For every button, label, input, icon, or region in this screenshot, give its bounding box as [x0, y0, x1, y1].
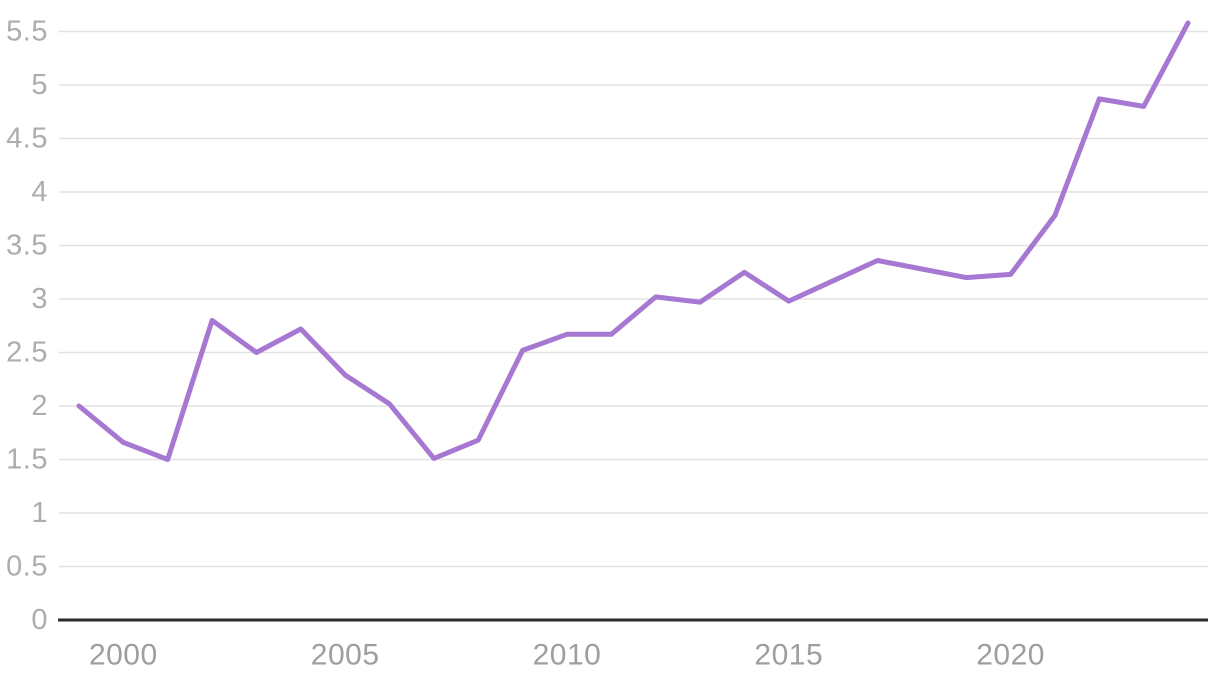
y-axis-labels-group: 0 0.5 1 1.5 2 2.5 3 3.5 4 4.5 5 5.5	[6, 16, 48, 637]
x-tick-label: 2000	[89, 639, 158, 672]
y-tick-label: 1	[31, 497, 48, 529]
data-line-series-1	[76, 20, 1191, 462]
y-tick-label: 2	[31, 390, 48, 422]
x-tick-label: 2020	[976, 639, 1045, 672]
gridlines-group	[58, 30, 1208, 622]
x-tick-label: 2015	[754, 639, 823, 672]
y-tick-label: 1.5	[6, 444, 48, 476]
y-tick-label: 0	[31, 604, 48, 636]
x-tick-label: 2005	[311, 639, 380, 672]
y-tick-label: 4.5	[6, 123, 48, 155]
y-tick-label: 5	[31, 69, 48, 101]
y-tick-label: 5.5	[6, 16, 48, 48]
y-tick-label: 0.5	[6, 551, 48, 583]
x-axis-labels-group: 2000 2005 2010 2015 2020	[89, 639, 1045, 672]
y-tick-label: 4	[31, 176, 48, 208]
series-group	[76, 20, 1191, 462]
y-tick-label: 3.5	[6, 230, 48, 262]
x-tick-label: 2010	[533, 639, 602, 672]
y-tick-label: 2.5	[6, 337, 48, 369]
y-tick-label: 3	[31, 283, 48, 315]
